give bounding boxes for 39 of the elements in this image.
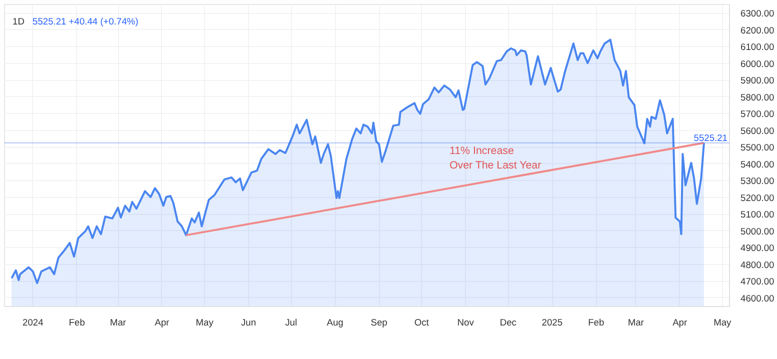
y-tick-label: 6000.00 (740, 58, 774, 69)
ref-line-label: 5525.21 (694, 132, 728, 143)
annotation: 11% Increase Over The Last Year (450, 145, 542, 172)
y-tick-label: 5600.00 (740, 126, 774, 136)
x-tick-label: Apr (672, 318, 688, 328)
x-tick-label: May (196, 318, 214, 328)
y-tick-label: 5400.00 (740, 159, 774, 170)
y-tick-label: 5200.00 (740, 192, 774, 203)
text: 5525.21 +40.44 (+0.74%) (32, 16, 138, 26)
text: 1D (12, 16, 25, 26)
x-tick-label: Mar (628, 318, 644, 328)
x-tick-label: Sep (370, 318, 388, 328)
y-tick-label: 5100.00 (740, 210, 774, 220)
y-tick-label: 5900.00 (740, 76, 774, 86)
x-tick-label: May (714, 318, 732, 328)
y-tick-label: 4600.00 (740, 293, 774, 304)
y-tick-label: 4900.00 (740, 243, 774, 254)
y-tick-label: 4700.00 (740, 276, 774, 287)
y-tick-label: 6100.00 (740, 42, 774, 52)
y-tick-label: 4800.00 (740, 260, 774, 270)
x-tick-label: 2024 (22, 318, 44, 328)
y-tick-label: 6200.00 (740, 25, 774, 36)
x-tick-label: Feb (588, 318, 604, 328)
x-tick-label: Nov (457, 318, 474, 328)
x-tick-label: Aug (326, 318, 344, 328)
y-tick-label: 5700.00 (740, 109, 774, 120)
x-tick-label: Apr (154, 318, 170, 328)
x-tick-label: Dec (500, 318, 517, 328)
x-tick-label: Jul (285, 318, 298, 328)
x-tick-label: Mar (110, 318, 126, 328)
x-tick-label: Feb (68, 318, 85, 328)
y-tick-label: 5800.00 (740, 92, 774, 102)
y-tick-label: 6300.00 (740, 8, 774, 19)
y-tick-label: 5300.00 (740, 176, 774, 186)
x-tick-label: Jun (241, 318, 256, 328)
x-tick-label: Oct (414, 318, 430, 328)
y-tick-label: 5500.00 (740, 142, 774, 153)
y-tick-label: 5000.00 (740, 226, 774, 236)
x-tick-label: 2025 (542, 318, 563, 328)
